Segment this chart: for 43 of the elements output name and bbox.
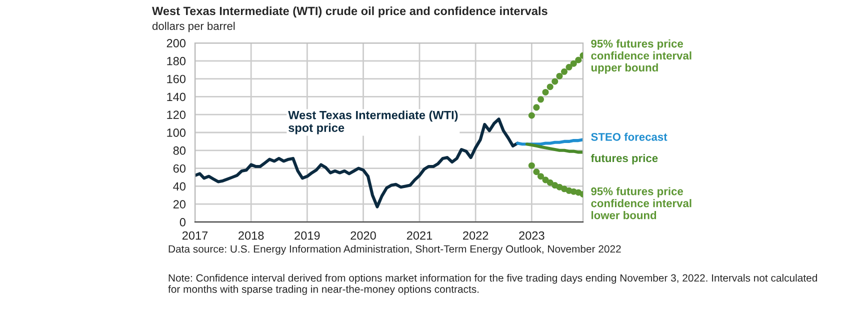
y-tick-label: 40 bbox=[173, 182, 186, 191]
y-tick-label: 0 bbox=[180, 218, 186, 226]
x-tick-label: 2019 bbox=[294, 231, 320, 240]
series-label: 95% futures price confidence interval upper bound bbox=[591, 39, 692, 74]
y-tick-label: 100 bbox=[167, 128, 186, 137]
point bbox=[542, 88, 549, 96]
y-tick-label: 180 bbox=[167, 56, 186, 66]
y-tick-label: 80 bbox=[173, 146, 186, 155]
point bbox=[556, 72, 563, 80]
y-tick-label: 20 bbox=[173, 200, 186, 208]
series-label: West Texas Intermediate (WTI) spot price bbox=[288, 110, 458, 134]
text: Note: Confidence interval derived from options market information for the five trading days ending November 3, 2022. Intervals not calculated for months with sparse trading in near-the-money options contracts. bbox=[168, 274, 817, 295]
y-tick-label: 120 bbox=[167, 110, 186, 119]
point bbox=[566, 64, 572, 70]
series-label: 95% futures price confidence interval lower bound bbox=[591, 187, 692, 220]
y-tick-label: 60 bbox=[173, 164, 186, 173]
x-tick-label: 2023 bbox=[519, 231, 544, 240]
x-tick-label: 2020 bbox=[350, 231, 376, 240]
point bbox=[560, 68, 568, 75]
line-series bbox=[525, 142, 583, 154]
point bbox=[546, 84, 554, 90]
point bbox=[575, 56, 582, 64]
point bbox=[537, 173, 544, 180]
point bbox=[528, 112, 535, 119]
point bbox=[546, 179, 554, 186]
x-tick-label: 2018 bbox=[238, 231, 264, 240]
y-tick-label: 160 bbox=[167, 74, 186, 84]
y-axis-title: dollars per barrel bbox=[152, 22, 235, 32]
chart-title: West Texas Intermediate (WTI) crude oil price and confidence intervals bbox=[152, 6, 548, 18]
y-tick-label: 200 bbox=[166, 39, 186, 48]
point bbox=[533, 168, 540, 176]
x-tick-label: 2022 bbox=[463, 231, 488, 240]
point bbox=[570, 60, 577, 67]
series-label: futures price bbox=[590, 154, 658, 164]
x-tick-label: 2017 bbox=[182, 231, 208, 240]
x-tick-label: 2021 bbox=[406, 231, 432, 240]
source-note: Data source: U.S. Energy Information Administration, Short-Term Energy Outlook, November 2022 bbox=[168, 245, 621, 255]
point bbox=[537, 96, 544, 103]
point bbox=[528, 162, 535, 169]
point bbox=[552, 78, 558, 85]
y-tick-label: 140 bbox=[167, 92, 186, 102]
series-label: STEO forecast bbox=[591, 132, 668, 141]
point bbox=[533, 104, 540, 111]
